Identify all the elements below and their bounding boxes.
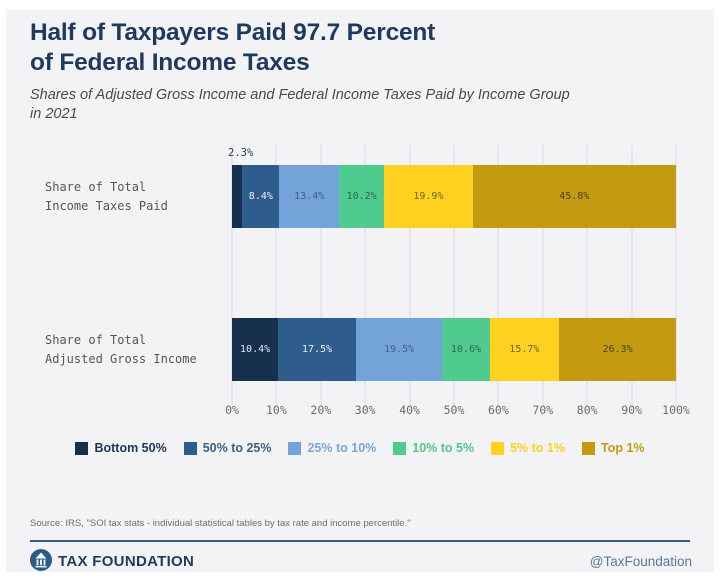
x-axis: 0% 10% 20% 30% 40% 50% 60% 70% 80% 90% 100%: [225, 403, 690, 419]
bar-segment: 10.2%: [338, 165, 385, 228]
bar-segment: 19.5%: [355, 318, 443, 381]
bar-segment: 15.7%: [489, 318, 560, 381]
legend-item: 50% to 25%: [183, 441, 272, 455]
category-line: Income Taxes Paid: [45, 199, 168, 213]
x-tick-label: 40%: [399, 403, 420, 417]
bar-segment: 10.4%: [232, 318, 279, 381]
legend-item: 10% to 5%: [393, 441, 474, 455]
bar-segment-label: 10.2%: [346, 191, 377, 202]
gridline: [231, 145, 233, 408]
tax-foundation-logo-icon: [30, 549, 52, 571]
x-tick-label: 90%: [621, 403, 642, 417]
bar-segment-label: 17.5%: [301, 344, 333, 355]
bar-segment-outside-label: 2.3%: [228, 147, 254, 159]
legend-swatch: [393, 441, 407, 455]
gridline: [675, 145, 677, 408]
brand-name: TAX FOUNDATION: [58, 553, 195, 570]
legend-label: 50% to 25%: [202, 441, 272, 455]
bar-segment-label: 15.7%: [509, 344, 540, 355]
legend-swatch: [491, 441, 505, 455]
legend-label: 10% to 5%: [412, 441, 475, 455]
x-tick-label: 10%: [266, 403, 287, 417]
bar-segment: 17.5%: [278, 318, 356, 381]
x-tick-label: 100%: [662, 403, 690, 417]
legend-item: 25% to 10%: [288, 441, 376, 455]
legend-item: Bottom 50%: [75, 441, 167, 455]
subtitle-line2: in 2021: [30, 106, 78, 122]
legend-label: 5% to 1%: [510, 441, 565, 455]
x-tick-label: 80%: [576, 403, 598, 417]
bar-segment: 26.3%: [559, 318, 676, 381]
bar-segment-label: 10.4%: [240, 344, 271, 355]
legend: Bottom 50% 50% to 25% 25% to 10% 10% to 5% 5…: [6, 441, 714, 455]
bar-segment-label: 19.9%: [413, 191, 444, 202]
gridline: [497, 145, 500, 408]
bar-segment: 19.9%: [384, 165, 473, 228]
gridline: [541, 145, 544, 408]
bar-category-label-adjusted-gross-income: Share of Total Adjusted Gross Income: [45, 331, 197, 369]
twitter-handle: @TaxFoundation: [589, 554, 692, 569]
bar-segment-label: 8.4%: [248, 191, 273, 202]
gridline: [408, 145, 411, 408]
gridline: [319, 145, 322, 408]
legend-label: 25% to 10%: [307, 441, 377, 455]
bar-segment: 13.4%: [279, 165, 339, 228]
legend-swatch: [75, 441, 89, 455]
bar-segment-label: 19.5%: [384, 344, 415, 355]
subtitle-line1: Shares of Adjusted Gross Income and Fede…: [30, 87, 570, 103]
source-note: Source: IRS, "SOI tax stats - individual…: [30, 518, 411, 529]
legend-item: Top 1%: [582, 441, 645, 455]
category-line: Share of Total: [45, 333, 147, 347]
bar-segment-label: 26.3%: [602, 344, 633, 355]
x-tick-label: 30%: [354, 403, 376, 417]
bar-segment-label: 10.6%: [450, 344, 482, 355]
page-title-line2: of Federal Income Taxes: [30, 49, 310, 76]
gridline: [453, 145, 455, 408]
legend-label: Top 1%: [601, 441, 645, 455]
bar-segment-label: 13.4%: [294, 191, 325, 202]
legend-swatch: [582, 441, 595, 455]
gridline: [586, 145, 589, 408]
legend-item: 5% to 1%: [491, 441, 565, 455]
legend-label: Bottom 50%: [94, 441, 167, 455]
x-tick-label: 0%: [225, 403, 239, 417]
chart-card: Half of Taxpayers Paid 97.7 Percent of F…: [6, 10, 714, 572]
bar-segment-label: 45.8%: [559, 191, 590, 202]
bar-row-income-taxes-paid: 8.4% 13.4% 10.2% 19.9% 45.8%: [232, 165, 676, 228]
category-line: Adjusted Gross Income: [45, 352, 197, 366]
category-line: Share of Total: [45, 180, 147, 194]
gridline: [275, 145, 278, 408]
gridline: [364, 145, 367, 408]
bar-segment: [232, 165, 243, 228]
x-tick-label: 50%: [443, 403, 465, 417]
legend-swatch: [183, 441, 197, 455]
page-title-line1: Half of Taxpayers Paid 97.7 Percent: [30, 19, 436, 46]
x-tick-label: 70%: [532, 403, 554, 417]
legend-swatch: [288, 441, 302, 455]
bar-segment: 8.4%: [242, 165, 280, 228]
gridline: [630, 145, 633, 408]
page-title: Half of Taxpayers Paid 97.7 Percent of F…: [30, 18, 435, 78]
footer-divider: [30, 540, 690, 542]
x-tick-label: 20%: [310, 403, 332, 417]
bar-segment: 45.8%: [472, 165, 676, 228]
bar-category-label-income-taxes-paid: Share of Total Income Taxes Paid: [45, 178, 168, 216]
gridlines: [231, 145, 677, 408]
bar-segment: 10.6%: [442, 318, 490, 381]
x-tick-label: 60%: [488, 403, 509, 417]
subtitle: Shares of Adjusted Gross Income and Fede…: [30, 86, 570, 124]
bar-row-adjusted-gross-income: 10.4% 17.5% 19.5% 10.6% 15.7% 26.3%: [232, 318, 676, 381]
